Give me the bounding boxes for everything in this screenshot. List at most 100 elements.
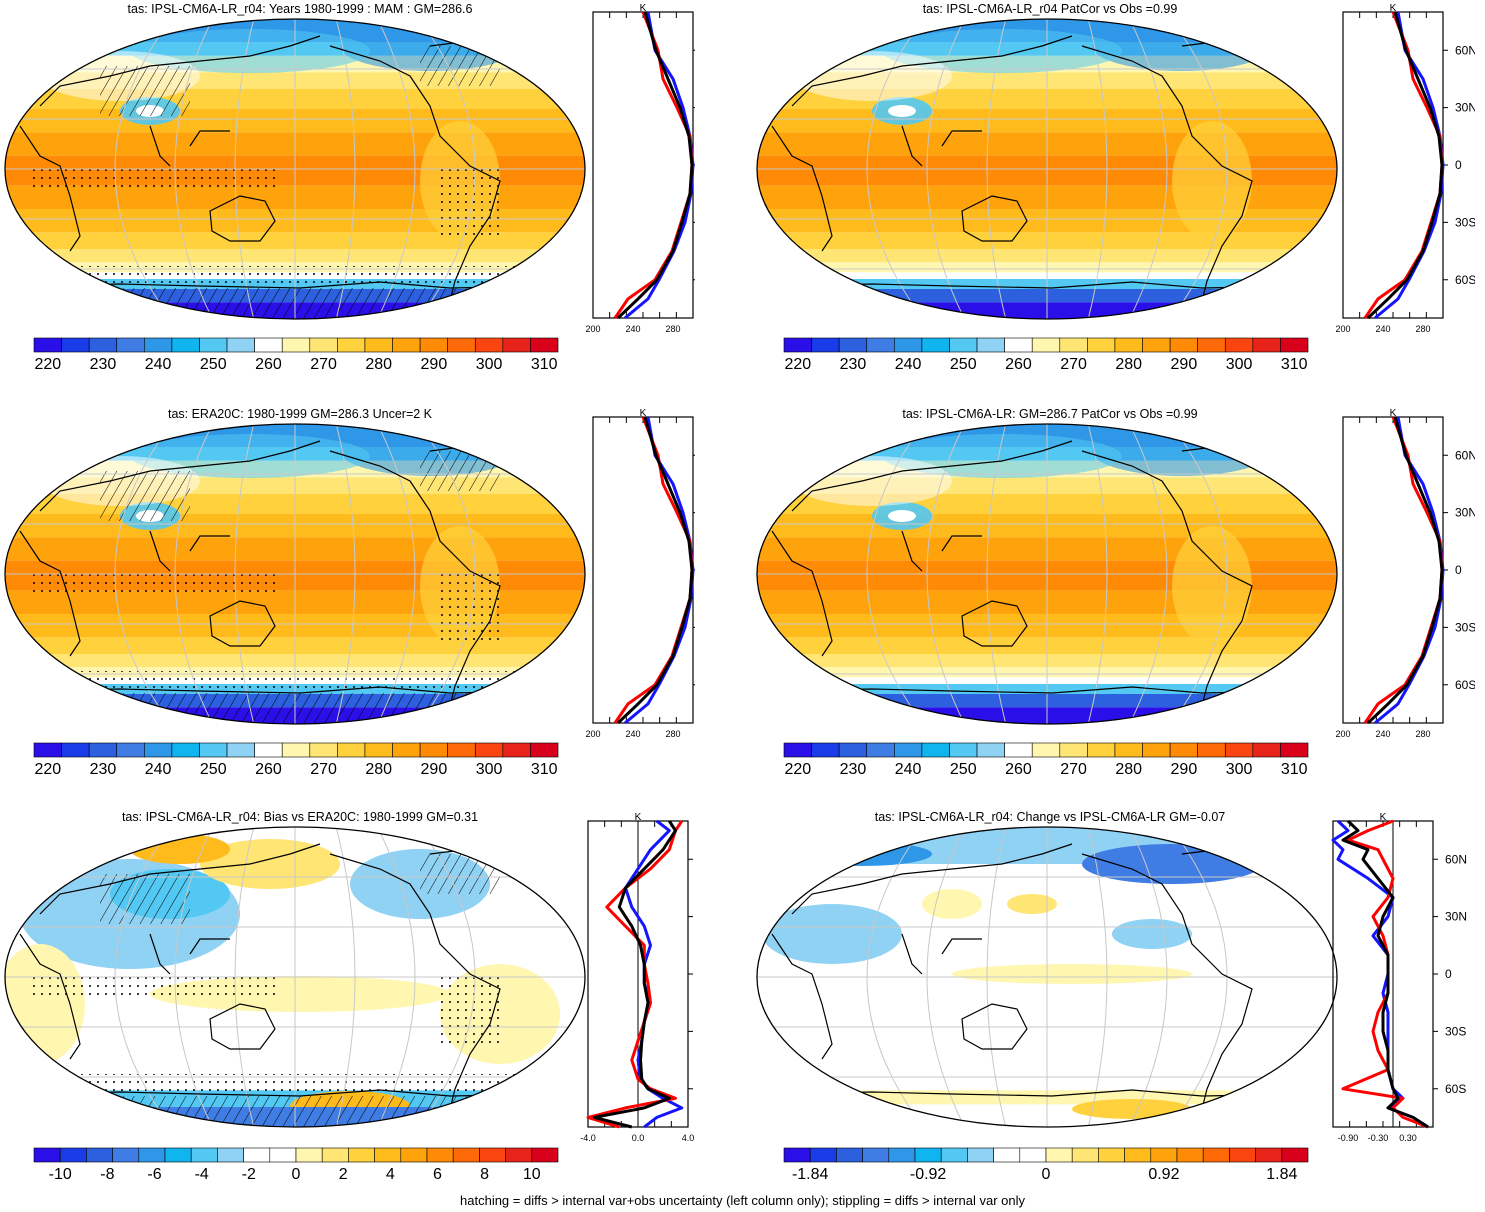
- colorbar-swatch: [1059, 337, 1088, 353]
- colorbar-swatch: [217, 1147, 244, 1163]
- map-field: [5, 827, 585, 1127]
- colorbar-tick-label: 250: [950, 761, 977, 778]
- colorbar-swatch: [226, 742, 255, 758]
- colorbar-tick-label: 270: [310, 761, 337, 778]
- colorbar-tick-label: 2: [339, 1166, 348, 1183]
- colorbar-swatch: [374, 1147, 402, 1163]
- colorbar-tick-label: -2: [242, 1166, 256, 1183]
- colorbar-swatch: [1114, 337, 1143, 353]
- colorbar-tick-label: 290: [1171, 356, 1198, 373]
- colorbar-tick-label: 310: [531, 761, 558, 778]
- colorbar-swatch: [1071, 1147, 1099, 1163]
- profile-x-tick-label: -0.30: [1368, 1133, 1389, 1143]
- colorbar-swatch: [1252, 337, 1281, 353]
- profile-x-tick-label: -0.90: [1338, 1133, 1359, 1143]
- colorbar-swatch: [199, 742, 228, 758]
- profile-lat-tick-label: 30S: [1445, 1024, 1466, 1038]
- panel-1-title: tas: IPSL-CM6A-LR_r04: Years 1980-1999 :…: [127, 2, 473, 16]
- panel-2-zonal-profile: K 60N 30N 0 30S 60S 200 240 280: [1335, 4, 1475, 334]
- panel-6-map: [756, 826, 1338, 1128]
- panel-2-title: tas: IPSL-CM6A-LR_r04 PatCor vs Obs =0.9…: [922, 2, 1178, 16]
- colorbar-swatch: [1229, 1147, 1256, 1163]
- colorbar-swatch: [976, 742, 1005, 758]
- colorbar-swatch: [1142, 337, 1171, 353]
- colorbar-swatch: [888, 1147, 916, 1163]
- colorbar-swatch: [993, 1147, 1021, 1163]
- colorbar-swatch: [1197, 337, 1226, 353]
- colorbar-tick-label: 4: [386, 1166, 395, 1183]
- colorbar-swatch: [254, 742, 283, 758]
- colorbar-swatch: [921, 337, 950, 353]
- colorbar-swatch: [1224, 337, 1254, 353]
- colorbar-swatch: [1031, 742, 1061, 758]
- profile-x-tick-label: 240: [625, 729, 640, 739]
- colorbar-tick-label: 220: [34, 356, 61, 373]
- profile-x-tick-label: 280: [665, 729, 680, 739]
- profile-lat-tick-label: 60S: [1445, 1082, 1466, 1096]
- colorbar-tick-label: 0: [1042, 1166, 1051, 1183]
- profile-lat-tick-label: 60N: [1445, 852, 1467, 866]
- colorbar-tick-label: 250: [950, 356, 977, 373]
- colorbar-tick-label: 270: [1060, 761, 1087, 778]
- profile-x-tick-label: 0.0: [632, 1133, 645, 1143]
- colorbar-tick-label: 300: [1226, 761, 1253, 778]
- colorbar-tick-label: 270: [310, 356, 337, 373]
- colorbar-swatch: [337, 742, 366, 758]
- colorbar-swatch: [838, 337, 868, 353]
- profile-lat-tick-label: 60S: [1455, 678, 1475, 692]
- colorbar-tick-label: 300: [1226, 356, 1253, 373]
- profile-x-tick-label: 280: [665, 324, 680, 334]
- colorbar-tick-label: 310: [531, 356, 558, 373]
- colorbar-tick-label: 280: [1115, 761, 1142, 778]
- colorbar-tick-label: 10: [523, 1166, 541, 1183]
- colorbar-tick-label: 230: [90, 356, 117, 373]
- map-field: [757, 424, 1337, 724]
- map-field: [5, 19, 585, 319]
- colorbar-swatch: [61, 337, 90, 353]
- map-field: [5, 424, 585, 724]
- colorbar-swatch: [447, 742, 476, 758]
- footer-note: hatching = diffs > internal var+obs unce…: [460, 1193, 1025, 1208]
- colorbar-tick-label: 310: [1281, 356, 1308, 373]
- colorbar-swatch: [281, 337, 311, 353]
- colorbar-tick-label: 8: [480, 1166, 489, 1183]
- profile-line-red: [1363, 416, 1444, 724]
- colorbar-swatch: [530, 337, 559, 353]
- colorbar-tick-label: 250: [200, 761, 227, 778]
- panel-1-map: [4, 18, 586, 320]
- profile-line-red: [1363, 11, 1444, 319]
- profile-lat-tick-label: 0: [1455, 158, 1462, 172]
- profile-lat-tick-label: 0: [1455, 563, 1462, 577]
- colorbar-swatch: [1280, 742, 1309, 758]
- colorbar-swatch: [949, 337, 978, 353]
- colorbar-tick-label: 230: [840, 356, 867, 373]
- panel-4-map: [756, 423, 1338, 725]
- colorbar-tick-label: 230: [840, 761, 867, 778]
- colorbar-swatch: [116, 337, 145, 353]
- colorbar-swatch: [281, 742, 311, 758]
- colorbar-swatch: [531, 1147, 559, 1163]
- colorbar-swatch: [1019, 1147, 1047, 1163]
- colorbar-swatch: [1098, 1147, 1125, 1163]
- colorbar-tick-label: 290: [1171, 761, 1198, 778]
- colorbar-swatch: [1031, 337, 1061, 353]
- panel-1-colorbar: 220230240250260270280290300310320: [33, 337, 559, 373]
- colorbar-swatch: [199, 337, 228, 353]
- colorbar-swatch: [392, 742, 421, 758]
- profile-unit-label: K: [635, 813, 642, 823]
- colorbar-swatch: [447, 337, 476, 353]
- colorbar-swatch: [1202, 1147, 1230, 1163]
- profile-x-tick-label: 200: [1335, 324, 1350, 334]
- profile-lat-tick-label: 30S: [1455, 215, 1475, 229]
- colorbar-swatch: [921, 742, 950, 758]
- colorbar-swatch: [1169, 742, 1198, 758]
- colorbar-swatch: [1087, 742, 1116, 758]
- colorbar-tick-label: 270: [1060, 356, 1087, 373]
- colorbar-swatch: [254, 337, 283, 353]
- colorbar-swatch: [364, 742, 393, 758]
- colorbar-swatch: [309, 742, 338, 758]
- colorbar-swatch: [1150, 1147, 1178, 1163]
- colorbar-tick-label: -1.84: [792, 1166, 829, 1183]
